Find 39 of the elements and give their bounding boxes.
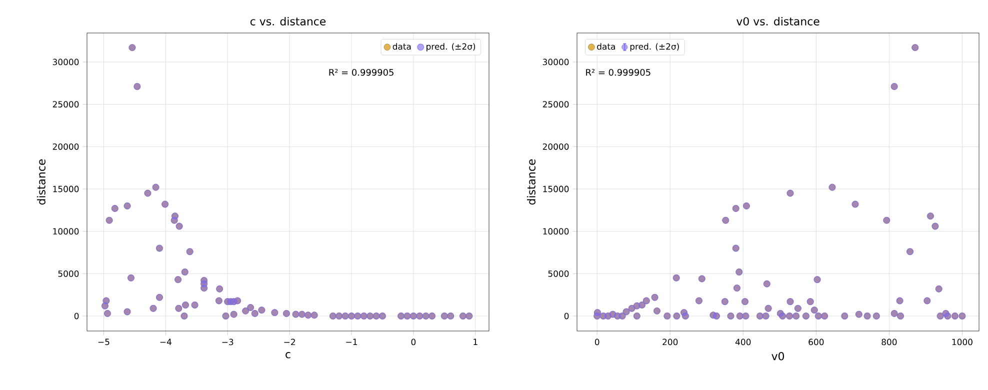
y-tick-label: 10000 xyxy=(543,228,569,235)
y-tick-label: 15000 xyxy=(543,186,569,192)
x-tick-label: −5 xyxy=(98,338,110,346)
x-tick-label: 600 xyxy=(808,338,824,346)
y-tick-label: 20000 xyxy=(542,143,569,150)
x-tick-label: 1000 xyxy=(952,338,972,346)
x-tick-label: 200 xyxy=(662,338,678,346)
y-tick-label: 15000 xyxy=(53,186,79,192)
y-axis-title: distance xyxy=(526,159,536,205)
chart-title: c vs. distance xyxy=(250,17,326,26)
y-tick-label: 30000 xyxy=(52,58,79,66)
annotation: R² = 0.999905 xyxy=(586,68,650,76)
x-tick-label: 400 xyxy=(735,338,751,346)
chart-title: v0 vs. distance xyxy=(736,17,820,26)
x-tick-label: −1 xyxy=(346,338,357,345)
x-tick-label: 800 xyxy=(882,338,897,346)
x-tick-label: 1 xyxy=(474,338,478,345)
y-tick-label: 5000 xyxy=(548,270,569,277)
y-tick-label: 25000 xyxy=(52,101,79,108)
y-axis-title: distance xyxy=(36,159,46,205)
legend-label: data xyxy=(392,43,411,50)
x-tick-label: 0 xyxy=(594,338,600,346)
legend-label: data xyxy=(597,43,615,50)
y-tick-label: 0 xyxy=(74,312,79,320)
y-tick-label: 5000 xyxy=(58,270,79,277)
x-tick-label: 0 xyxy=(411,338,416,346)
y-tick-label: 20000 xyxy=(52,143,79,150)
y-tick-label: 25000 xyxy=(542,101,569,108)
y-tick-label: 10000 xyxy=(53,228,79,235)
x-tick-label: −2 xyxy=(284,338,295,346)
legend-label: pred. (±2σ) xyxy=(630,43,679,52)
legend-label: pred. (±2σ) xyxy=(426,43,476,52)
x-tick-label: −3 xyxy=(222,338,234,346)
y-tick-label: 30000 xyxy=(542,58,569,66)
annotation: R² = 0.999905 xyxy=(329,68,394,76)
x-axis-title: c xyxy=(286,352,290,358)
x-axis-title: v0 xyxy=(772,352,784,360)
y-tick-label: 0 xyxy=(564,312,569,320)
x-tick-label: −4 xyxy=(160,338,172,345)
